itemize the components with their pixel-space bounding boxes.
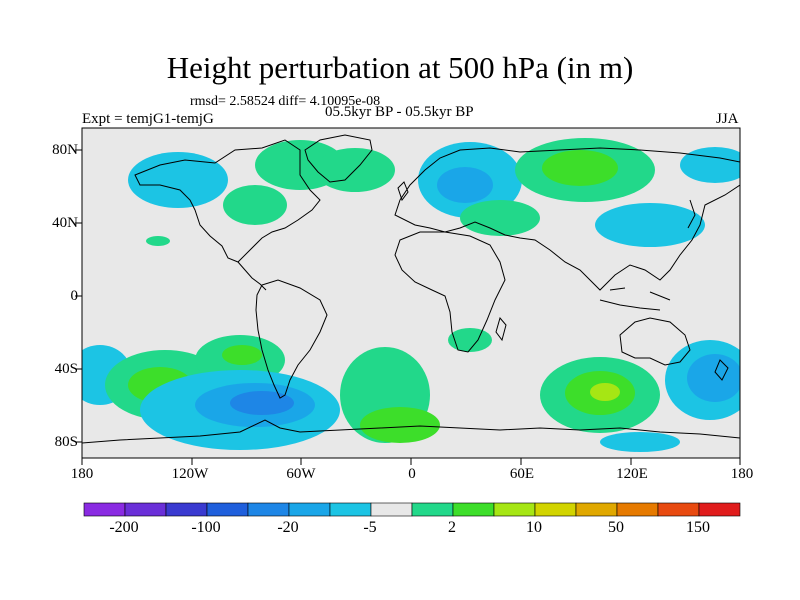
anomaly-neg-npacific <box>128 152 228 208</box>
coast-south-america <box>255 279 328 399</box>
coast-north-america <box>134 139 321 263</box>
colorbar-swatch <box>657 502 700 517</box>
anomaly-neg-europe-core <box>437 167 493 203</box>
anomaly-pos-weddell <box>360 407 440 443</box>
colorbar-swatch <box>575 502 618 517</box>
colorbar-swatch <box>165 502 208 517</box>
colorbar-swatch <box>370 502 413 517</box>
coast-africa <box>394 231 506 353</box>
colorbar-label: 50 <box>608 519 624 536</box>
anomaly-neg-amundsen-core <box>230 391 294 415</box>
lon-label-60e: 60E <box>509 466 535 482</box>
lat-label-40s: 40S <box>54 361 78 377</box>
anomaly-neg-east-asia <box>595 203 705 247</box>
lat-label-40n: 40N <box>52 215 78 231</box>
coast-eurasia <box>394 147 740 291</box>
coast-uk <box>397 181 409 202</box>
anomaly-pos-small <box>146 236 170 246</box>
anomaly-neg-tasman-core <box>687 354 740 402</box>
colorbar-swatch <box>83 502 126 517</box>
colorbar-swatch <box>288 502 331 517</box>
colorbar-swatch <box>452 502 495 517</box>
lon-label-120e: 120E <box>616 466 648 482</box>
anomaly-pos-mediterranean <box>460 200 540 236</box>
colorbar-label: -200 <box>109 519 139 536</box>
period-label: 05.5kyr BP - 05.5kyr BP <box>325 104 474 120</box>
lat-label-0: 0 <box>70 288 79 304</box>
colorbar-swatch <box>698 502 741 517</box>
lon-label-120w: 120W <box>171 466 209 482</box>
colorbar-label: 150 <box>686 519 710 536</box>
colorbar-swatch <box>493 502 536 517</box>
colorbar-swatch <box>206 502 249 517</box>
coast-greenland <box>304 134 373 183</box>
anomaly-neg-bering <box>680 147 740 183</box>
lon-label-180e: 180 <box>730 466 754 482</box>
colorbar-label: -5 <box>363 519 377 536</box>
colorbar-swatch <box>329 502 372 517</box>
coast-madagascar <box>495 316 507 342</box>
coast-new-zealand <box>714 359 729 381</box>
anomaly-pos-nam <box>223 185 287 225</box>
coast-australia <box>619 317 691 366</box>
colorbar-swatch <box>124 502 167 517</box>
colorbar <box>83 502 741 517</box>
season-label: JJA <box>716 111 739 127</box>
anomaly-pos-siberia-core <box>542 150 618 186</box>
coastlines <box>82 134 740 444</box>
colorbar-swatch <box>247 502 290 517</box>
lon-label-180w: 180 <box>70 466 94 482</box>
lat-label-80s: 80S <box>54 434 78 450</box>
colorbar-label: 10 <box>526 519 542 536</box>
lat-label-80n: 80N <box>52 142 78 158</box>
coast-japan <box>687 199 696 229</box>
axis-ticks <box>75 149 741 465</box>
colorbar-swatch <box>411 502 454 517</box>
colorbar-label: -100 <box>191 519 221 536</box>
coast-antarctica <box>82 419 740 444</box>
colorbar-label: 2 <box>448 519 456 536</box>
experiment-label: Expt = temjG1-temjG <box>82 111 214 127</box>
map-title: Height perturbation at 500 hPa (in m) <box>166 50 634 85</box>
anomaly-pos-seast-pacific-core <box>222 345 262 365</box>
colorbar-swatch <box>534 502 577 517</box>
anomaly-pos-indian-core <box>590 383 620 401</box>
map-plot <box>82 128 740 458</box>
colorbar-label: -20 <box>277 519 299 536</box>
lon-label-60w: 60W <box>286 466 316 482</box>
anomaly-neg-ross <box>600 432 680 452</box>
coast-indonesia <box>599 287 671 311</box>
colorbar-swatch <box>616 502 659 517</box>
stats-text: rmsd= 2.58524 diff= 4.10095e-08 <box>190 94 381 109</box>
lon-label-0: 0 <box>408 466 416 482</box>
